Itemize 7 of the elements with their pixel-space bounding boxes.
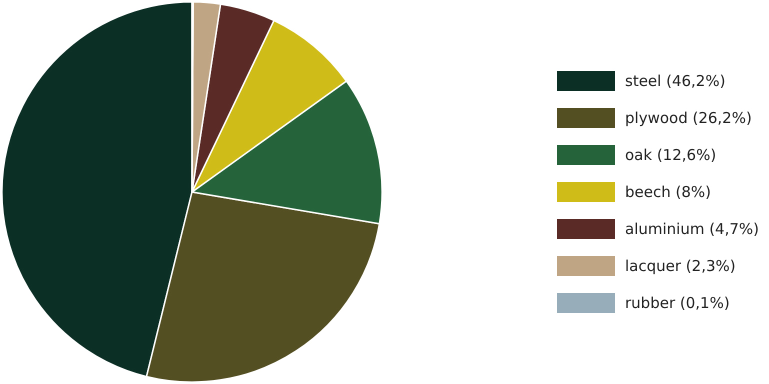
legend-label: oak (12,6%): [625, 146, 716, 164]
legend-label: lacquer (2,3%): [625, 257, 736, 275]
legend-label: rubber (0,1%): [625, 294, 730, 312]
legend-label: plywood (26,2%): [625, 109, 752, 127]
legend-label: beech (8%): [625, 183, 712, 201]
legend-label: steel (46,2%): [625, 72, 726, 90]
legend-label: aluminium (4,7%): [625, 220, 760, 238]
